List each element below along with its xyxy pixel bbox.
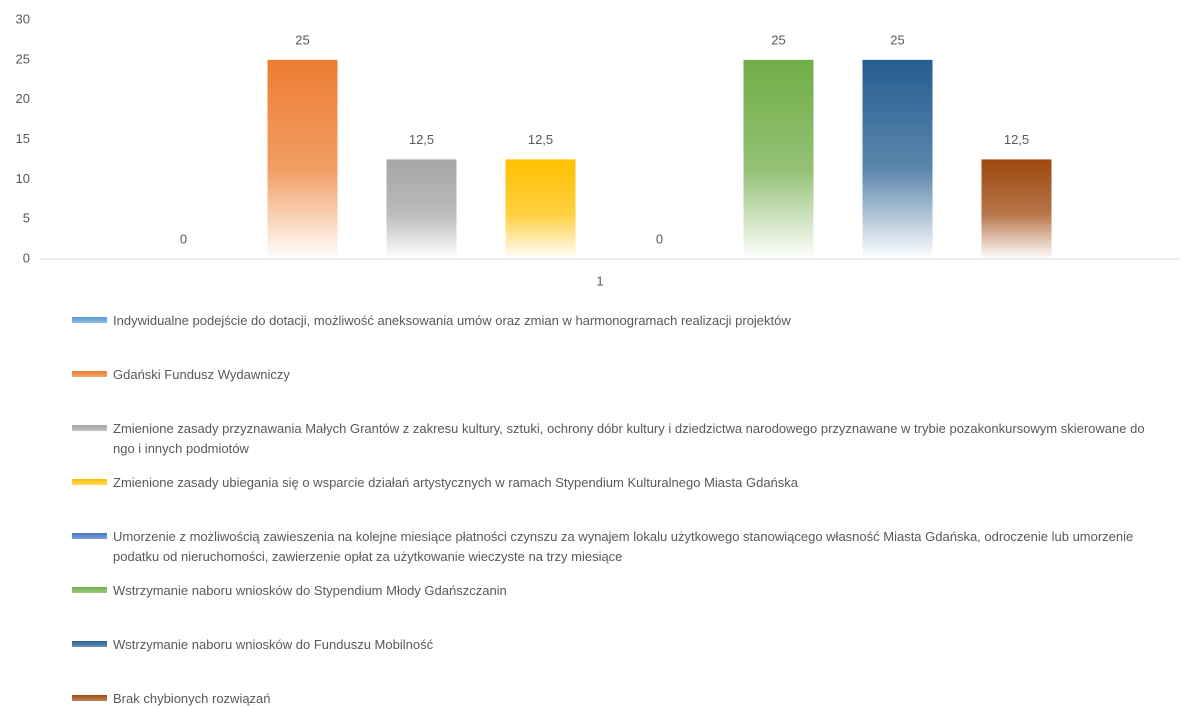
x-tick-label: 1	[596, 273, 603, 288]
legend-label: Brak chybionych rozwiązań	[113, 691, 271, 706]
legend-swatch	[72, 371, 107, 377]
legend-item: Indywidualne podejście do dotacji, możli…	[72, 311, 1162, 365]
data-label: 12,5	[409, 132, 434, 147]
legend-label: Zmienione zasady ubiegania się o wsparci…	[113, 475, 799, 490]
legend-swatch	[72, 317, 107, 323]
legend-item: Wstrzymanie naboru wniosków do Stypendiu…	[72, 581, 1162, 635]
legend-label: Zmienione zasady przyznawania Małych Gra…	[113, 421, 1145, 456]
data-label: 0	[656, 231, 663, 246]
legend-swatch	[72, 641, 107, 647]
bar	[743, 59, 814, 260]
legend-label: Wstrzymanie naboru wniosków do Stypendiu…	[113, 583, 507, 598]
legend-label: Gdański Fundusz Wydawniczy	[113, 367, 290, 382]
y-tick-label: 10	[16, 171, 30, 186]
y-tick-label: 0	[23, 250, 30, 265]
data-label: 25	[295, 32, 309, 47]
legend-swatch	[72, 533, 107, 539]
y-tick-label: 30	[16, 11, 30, 26]
legend-item: Zmienione zasady przyznawania Małych Gra…	[72, 419, 1162, 473]
legend: Indywidualne podejście do dotacji, możli…	[72, 311, 1162, 707]
legend-label: Wstrzymanie naboru wniosków do Funduszu …	[113, 637, 434, 652]
legend-swatch	[72, 695, 107, 701]
bar	[981, 159, 1052, 259]
legend-item: Umorzenie z możliwością zawieszenia na k…	[72, 527, 1162, 581]
data-label: 12,5	[528, 132, 553, 147]
legend-item: Wstrzymanie naboru wniosków do Funduszu …	[72, 635, 1162, 689]
legend-item: Gdański Fundusz Wydawniczy	[72, 365, 1162, 419]
bar	[386, 159, 457, 259]
y-tick-label: 15	[16, 131, 30, 146]
legend-item: Brak chybionych rozwiązań	[72, 689, 1162, 707]
legend-label: Indywidualne podejście do dotacji, możli…	[113, 313, 791, 328]
data-label: 25	[890, 32, 904, 47]
y-tick-label: 20	[16, 91, 30, 106]
legend-item: Zmienione zasady ubiegania się o wsparci…	[72, 473, 1162, 527]
legend-swatch	[72, 479, 107, 485]
bar	[267, 59, 338, 260]
data-label: 0	[180, 231, 187, 246]
bar	[505, 159, 576, 259]
data-label: 12,5	[1004, 132, 1029, 147]
legend-swatch	[72, 587, 107, 593]
data-label: 25	[771, 32, 785, 47]
y-tick-label: 5	[23, 211, 30, 226]
bar	[862, 59, 933, 260]
y-tick-label: 25	[16, 51, 30, 66]
legend-label: Umorzenie z możliwością zawieszenia na k…	[113, 529, 1134, 564]
legend-swatch	[72, 425, 107, 431]
